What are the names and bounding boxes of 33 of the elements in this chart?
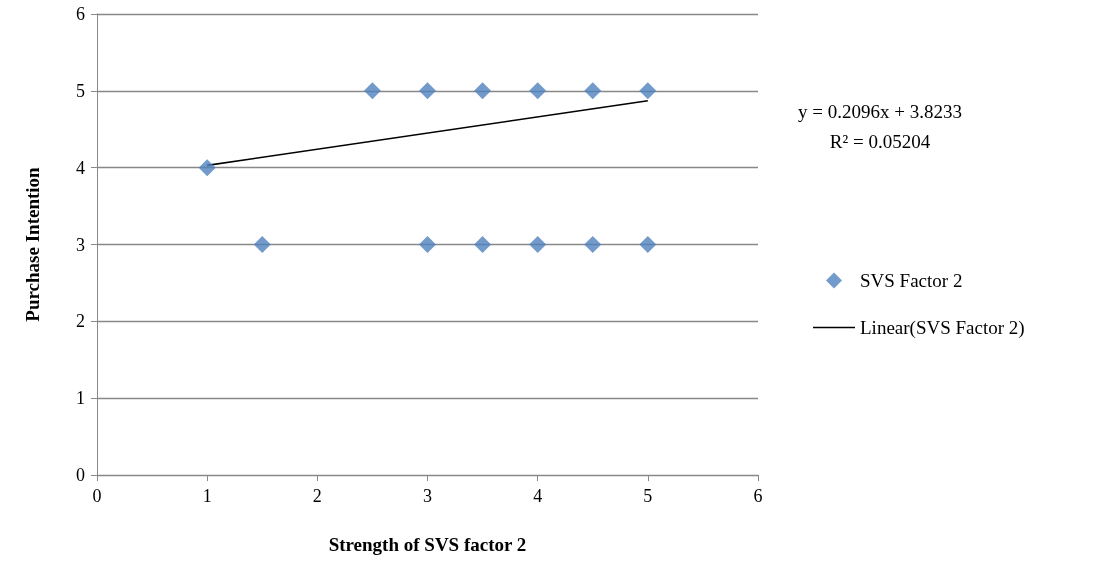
y-tick-label: 3 <box>76 234 85 255</box>
legend-label: Linear(SVS Factor 2) <box>860 317 1025 339</box>
x-tick-label: 0 <box>92 486 102 506</box>
x-tick-label: 1 <box>202 486 212 506</box>
legend-label: SVS Factor 2 <box>860 270 963 291</box>
point <box>198 159 216 177</box>
x-tick-label: 2 <box>312 486 322 506</box>
y-tick-label: 4 <box>76 157 85 178</box>
point <box>474 236 492 253</box>
point <box>639 82 657 100</box>
text: R² = 0.05204 <box>829 131 931 152</box>
point <box>253 236 271 253</box>
x-tick-label: 3 <box>423 486 432 506</box>
y-axis-title: Purchase Intention <box>22 166 43 322</box>
point <box>584 236 602 253</box>
x-axis-title: Strength of SVS factor 2 <box>328 534 527 555</box>
x-tick-label: 5 <box>643 486 653 506</box>
y-tick-label: 5 <box>76 80 85 101</box>
y-tick-label: 1 <box>76 388 85 409</box>
text: y = 0.2096x + 3.8233 <box>798 101 962 122</box>
point <box>639 236 657 253</box>
point <box>529 236 547 253</box>
point <box>474 82 492 100</box>
y-tick-label: 0 <box>76 465 85 485</box>
y-tick-label: 2 <box>76 311 85 332</box>
point <box>419 82 436 100</box>
point <box>419 236 436 253</box>
point <box>584 82 602 100</box>
x-tick-label: 4 <box>533 486 543 506</box>
point <box>363 82 381 100</box>
x-tick-label: 6 <box>753 486 763 506</box>
y-tick-label: 6 <box>76 4 85 24</box>
point <box>529 82 547 100</box>
